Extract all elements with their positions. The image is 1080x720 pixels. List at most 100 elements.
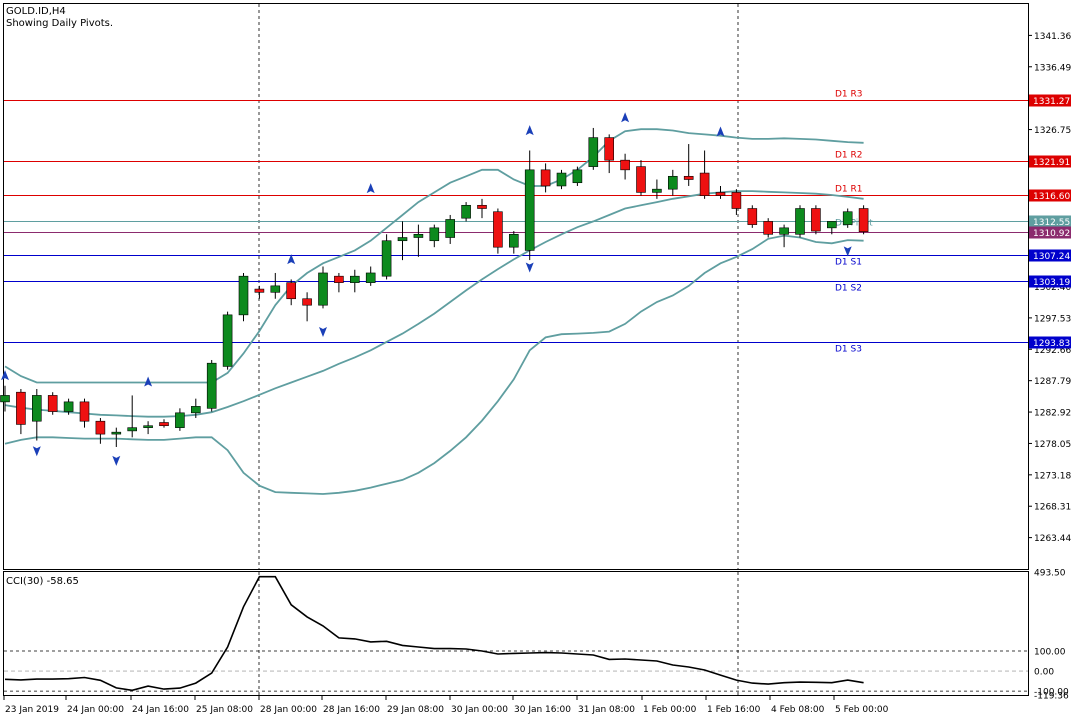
time-tick-label: 24 Jan 00:00 [67, 705, 124, 715]
pivot-name-label: D1 R3 [835, 90, 863, 100]
pivot-name-label: D1 S3 [835, 345, 862, 355]
candle-body [95, 420, 106, 435]
candle-body [493, 211, 503, 248]
price-tick-label: 1282.92 [1034, 409, 1071, 419]
candle-body [779, 227, 789, 235]
pivot-price-tag-label: 1303.19 [1033, 278, 1070, 288]
candle-body [175, 412, 185, 428]
pivot-price-tag [1029, 336, 1071, 349]
candle-body [429, 227, 440, 242]
cci-tick-label: -100.00 [1034, 688, 1069, 698]
pivot-price-tag [1029, 226, 1071, 239]
candle-body [636, 166, 646, 193]
cci-tick-label: 100.00 [1034, 647, 1066, 657]
candle-body [445, 219, 456, 238]
fractal-down-arrow [525, 262, 534, 273]
candle-body [858, 208, 869, 233]
band-lower [4, 234, 864, 495]
cci-tick-label: 493.50 [1034, 569, 1066, 579]
candle-body [318, 272, 328, 306]
pivot-price-tag-label: 1331.27 [1033, 97, 1070, 107]
pivot-price-tag [1029, 275, 1071, 288]
pivot-price-tag-label: 1312.55 [1033, 218, 1070, 228]
pivot-price-tag [1029, 189, 1071, 202]
candle-body [795, 208, 805, 235]
candle-body [381, 240, 392, 277]
price-tick-label: 1341.36 [1034, 32, 1071, 42]
cci-tick-label: -119.36 [1034, 692, 1069, 702]
candle-body [270, 285, 281, 293]
candle-body [556, 172, 567, 187]
fractal-arrows [1, 112, 852, 466]
pivot-name-label: D1 S2 [835, 284, 862, 294]
cci-plot [4, 575, 1028, 692]
pivot-name-label: D1 R1 [835, 185, 863, 195]
candle-body [159, 422, 169, 427]
time-tick-label: 5 Feb 00:00 [835, 705, 889, 715]
price-tick-label: 1292.66 [1034, 346, 1071, 356]
candle-body [826, 221, 837, 229]
candle-body [222, 314, 233, 367]
pivot-price-tag-label: 1310.92 [1033, 229, 1070, 239]
pivot-price-tag [1029, 155, 1071, 168]
time-tick-label: 1 Feb 00:00 [643, 705, 697, 715]
candle-body [699, 172, 710, 196]
fractal-up-arrow [287, 254, 296, 265]
pivot-price-tag [1029, 94, 1071, 107]
pivot-lines: D1 R3 D1 R2 D1 R1 D1 Pivot D1 S1 D1 S2 D1 S3 [4, 90, 1028, 355]
candle-body [254, 288, 265, 293]
fractal-up-arrow [366, 183, 375, 194]
candle-body [683, 175, 694, 180]
cci-axis: 493.50 100.00 0.00 -100.00-119.36 [1034, 569, 1069, 702]
candle-body [572, 169, 583, 184]
time-tick-label: 23 Jan 2019 [5, 705, 59, 715]
candle-body [842, 211, 853, 225]
time-tick-label: 30 Jan 16:00 [514, 705, 571, 715]
pivot-price-tag-label: 1316.60 [1033, 192, 1070, 202]
candle-body [413, 233, 424, 238]
fractal-up-arrow [525, 125, 534, 136]
main-chart-frame [3, 3, 1029, 570]
fractal-up-arrow [1, 370, 9, 381]
candle-body [604, 137, 615, 161]
time-tick-label: 30 Jan 00:00 [451, 705, 508, 715]
candle-body [127, 427, 137, 432]
symbol-label: GOLD.ID,H4 [6, 6, 66, 17]
candle-body [524, 169, 535, 251]
time-tick-label: 28 Jan 16:00 [323, 705, 380, 715]
fractal-up-arrow [716, 126, 725, 137]
pivot-price-tag-label: 1321.91 [1033, 158, 1070, 168]
candle-body [620, 159, 630, 171]
pivot-name-label: D1 R2 [835, 151, 863, 161]
pivot-name-label: D1 S1 [835, 258, 862, 268]
price-tick-label: 1268.31 [1034, 503, 1071, 513]
price-tick-label: 1273.18 [1034, 471, 1071, 481]
time-tick-label: 29 Jan 08:00 [387, 705, 444, 715]
candle-body [508, 233, 519, 248]
candle-body [63, 401, 74, 412]
candle-body [461, 204, 471, 219]
pivots-subtitle: Showing Daily Pivots. [6, 18, 113, 29]
pivot-name-label: D1 Pivot [835, 219, 873, 229]
fractal-down-arrow [319, 326, 327, 337]
time-tick-label: 1 Feb 16:00 [707, 705, 761, 715]
pivot-price-tag-label: 1307.24 [1033, 252, 1070, 262]
candle-body [238, 275, 249, 316]
time-tick-label: 31 Jan 08:00 [578, 705, 635, 715]
pivot-price-tag-label: 1293.83 [1033, 339, 1070, 349]
candle-body [540, 169, 551, 187]
candle-body [477, 204, 487, 209]
fractal-down-arrow [843, 246, 852, 257]
candle-body [811, 208, 821, 232]
time-tick-label: 25 Jan 08:00 [196, 705, 253, 715]
pivot-price-tag [1029, 249, 1071, 262]
price-tick-label: 1263.44 [1034, 534, 1071, 544]
candle-body [349, 275, 360, 283]
candle-body [302, 298, 312, 306]
candle-body [191, 406, 201, 414]
price-tick-label: 1326.75 [1034, 126, 1071, 136]
candle-body [143, 425, 153, 428]
candlesticks [0, 127, 869, 447]
price-tick-label: 1287.79 [1034, 377, 1071, 387]
